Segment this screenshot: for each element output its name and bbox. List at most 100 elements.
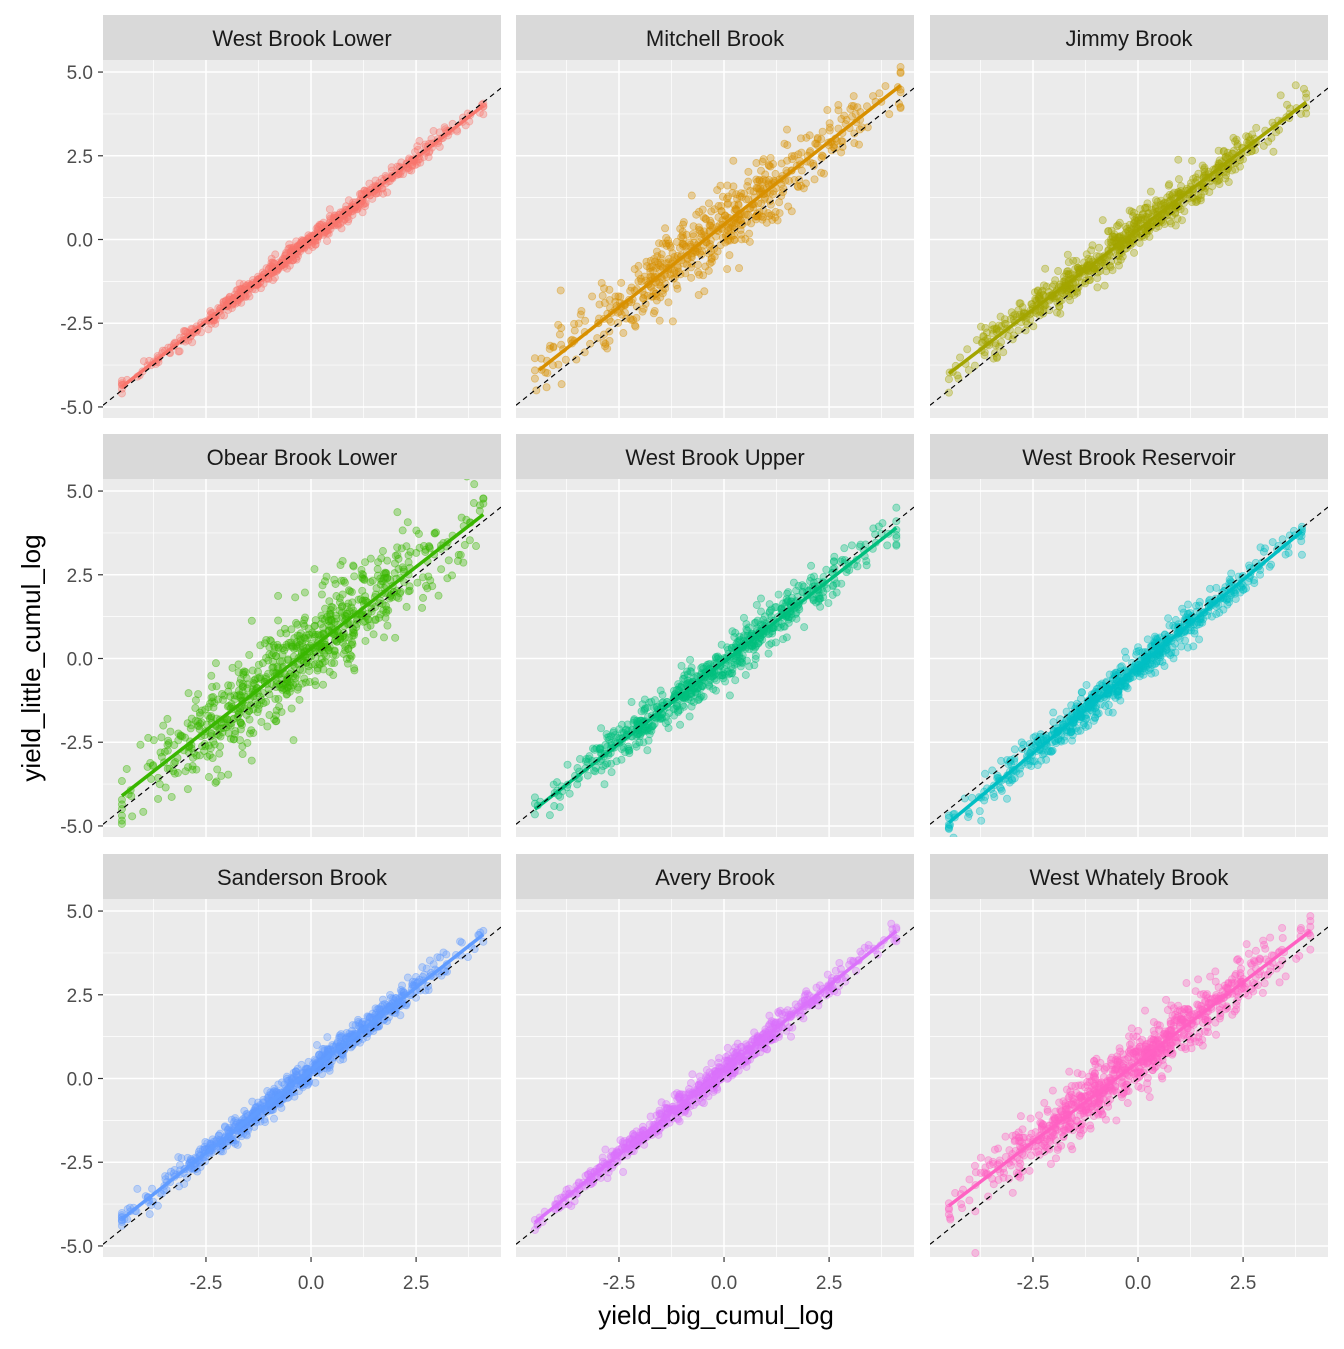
data-point: [1166, 218, 1173, 225]
data-point: [1303, 110, 1310, 117]
data-point: [418, 604, 425, 611]
data-point: [1041, 750, 1048, 757]
data-point: [344, 660, 351, 667]
data-point: [362, 593, 369, 600]
data-point: [724, 668, 731, 675]
data-point: [1078, 688, 1085, 695]
data-point: [743, 621, 750, 628]
data-point: [202, 743, 209, 750]
data-point: [897, 104, 904, 111]
data-point: [676, 721, 683, 728]
data-point: [227, 735, 234, 742]
data-point: [150, 737, 157, 744]
data-point: [574, 781, 581, 788]
data-point: [1267, 561, 1274, 568]
data-point: [945, 376, 952, 383]
data-point: [631, 265, 638, 272]
data-point: [1199, 162, 1206, 169]
data-point: [1130, 212, 1137, 219]
y-tick-label: -2.5: [60, 733, 93, 754]
data-point: [997, 338, 1004, 345]
data-point: [392, 634, 399, 641]
data-point: [396, 590, 403, 597]
data-point: [755, 640, 762, 647]
data-point: [765, 176, 772, 183]
data-point: [204, 753, 211, 760]
data-point: [678, 662, 685, 669]
data-point: [394, 509, 401, 516]
data-point: [319, 681, 326, 688]
data-point: [284, 684, 291, 691]
data-point: [258, 718, 265, 725]
data-point: [1148, 670, 1155, 677]
data-point: [705, 200, 712, 207]
data-point: [688, 192, 695, 199]
data-point: [775, 591, 782, 598]
data-point: [246, 293, 253, 300]
data-point: [615, 293, 622, 300]
data-point: [300, 620, 307, 627]
data-point: [275, 645, 282, 652]
data-point: [848, 542, 855, 549]
data-point: [248, 617, 255, 624]
data-point: [440, 949, 447, 956]
data-point: [158, 734, 165, 741]
data-point: [239, 750, 246, 757]
data-point: [755, 185, 762, 192]
data-point: [1193, 621, 1200, 628]
data-point: [244, 702, 251, 709]
data-point: [1106, 262, 1113, 269]
data-point: [1000, 349, 1007, 356]
data-point: [321, 605, 328, 612]
data-point: [1181, 208, 1188, 215]
data-point: [830, 558, 837, 565]
data-point: [275, 695, 282, 702]
data-point: [802, 180, 809, 187]
data-point: [687, 668, 694, 675]
data-point: [780, 600, 787, 607]
data-point: [791, 176, 798, 183]
data-point: [1292, 82, 1299, 89]
data-point: [246, 716, 253, 723]
data-point: [1260, 548, 1267, 555]
data-point: [531, 367, 538, 374]
data-point: [696, 249, 703, 256]
data-point: [825, 599, 832, 606]
data-point: [658, 715, 665, 722]
data-point: [647, 257, 654, 264]
data-point: [1175, 156, 1182, 163]
data-point: [575, 320, 582, 327]
data-point: [384, 622, 391, 629]
data-point: [438, 566, 445, 573]
data-point: [413, 549, 420, 556]
data-point: [1055, 736, 1062, 743]
data-point: [599, 292, 606, 299]
data-point: [160, 722, 167, 729]
data-point: [1195, 192, 1202, 199]
data-point: [608, 769, 615, 776]
data-point: [788, 208, 795, 215]
data-point: [757, 167, 764, 174]
data-point: [243, 1111, 250, 1118]
data-point: [326, 598, 333, 605]
data-point: [659, 240, 666, 247]
data-point: [850, 93, 857, 100]
data-point: [665, 299, 672, 306]
data-point: [1206, 585, 1213, 592]
data-point: [661, 225, 668, 232]
data-point: [558, 381, 565, 388]
data-point: [306, 678, 313, 685]
facet-title: West Brook Lower: [212, 26, 391, 51]
data-point: [769, 628, 776, 635]
data-point: [991, 325, 998, 332]
data-point: [216, 750, 223, 757]
data-point: [649, 722, 656, 729]
data-point: [689, 230, 696, 237]
data-point: [606, 286, 613, 293]
data-point: [651, 307, 658, 314]
data-point: [632, 323, 639, 330]
data-point: [1036, 294, 1043, 301]
data-point: [129, 813, 136, 820]
data-point: [404, 519, 411, 526]
